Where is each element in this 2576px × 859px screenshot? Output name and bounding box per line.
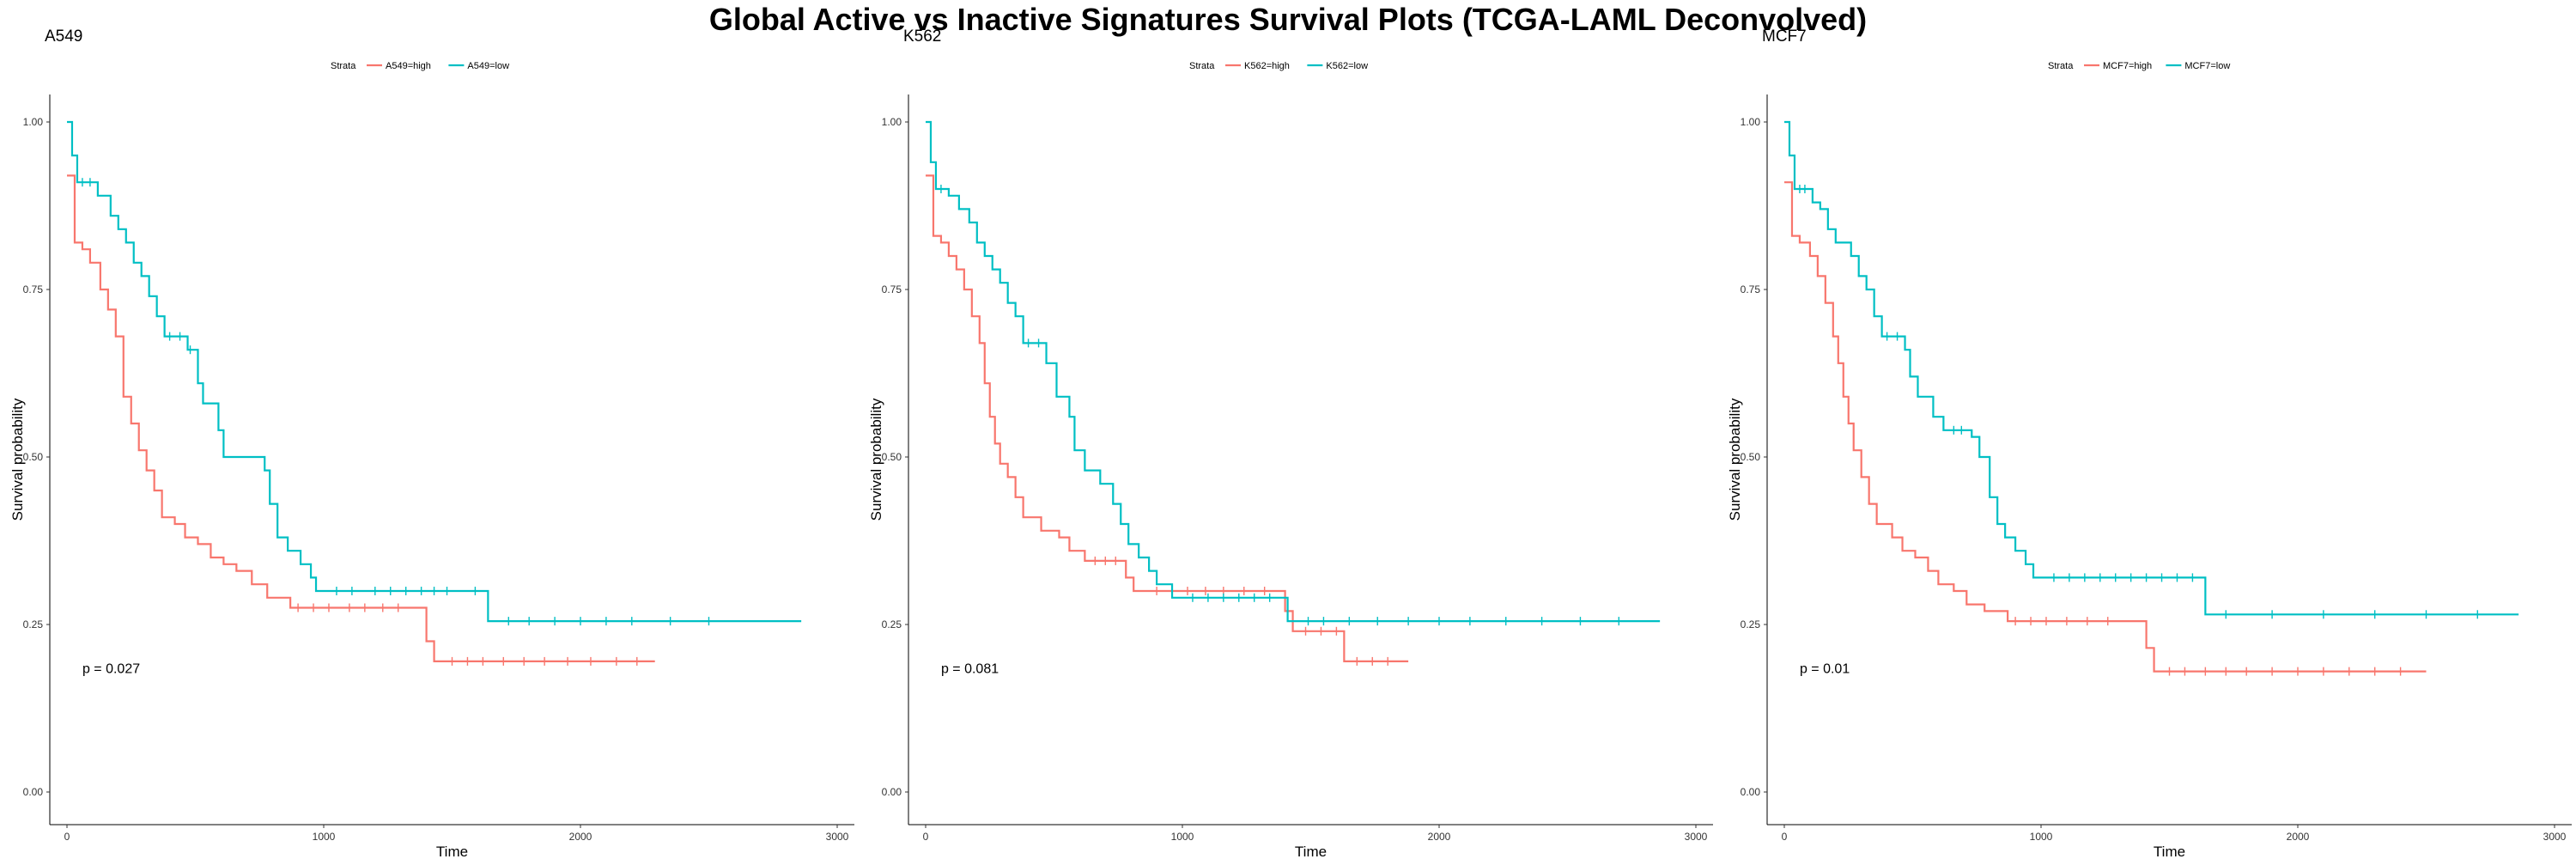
legend: Strata A549=high A549=low (331, 61, 509, 71)
legend-label: MCF7=high (2103, 61, 2152, 71)
survival-curve (1784, 181, 2427, 673)
y-tick-label: 0.50 (23, 451, 44, 463)
x-tick-label: 0 (1782, 831, 1788, 843)
y-tick-label: 0.75 (882, 283, 902, 295)
x-tick-label: 3000 (826, 831, 849, 843)
x-tick-label: 2000 (1428, 831, 1451, 843)
y-tick-label: 0.00 (882, 786, 902, 798)
y-tick-label: 0.50 (882, 451, 902, 463)
panel-mcf7: MCF7 Strata MCF7=high MCF7=low 0.00 0.25 0.50 0… (1727, 27, 2572, 859)
x-axis-label: Time (2154, 844, 2185, 859)
legend-title: Strata (1189, 61, 1215, 71)
survival-curve (67, 174, 655, 662)
y-tick-label: 1.00 (882, 116, 902, 128)
legend-label: A549=high (386, 61, 431, 71)
x-tick-label: 3000 (1685, 831, 1708, 843)
survival-curve (1784, 120, 2519, 616)
legend: Strata K562=high K562=low (1189, 61, 1368, 71)
legend-label: K562=high (1244, 61, 1290, 71)
y-tick-label: 0.25 (23, 618, 44, 631)
x-tick-label: 3000 (2543, 831, 2567, 843)
legend-title: Strata (331, 61, 356, 71)
x-tick-label: 1000 (313, 831, 336, 843)
x-axis-label: Time (436, 844, 468, 859)
y-tick-label: 0.75 (23, 283, 44, 295)
y-tick-label: 0.00 (23, 786, 44, 798)
x-tick-label: 0 (64, 831, 70, 843)
legend-label: MCF7=low (2184, 61, 2230, 71)
panel-title: A549 (45, 27, 82, 46)
y-axis-label: Survival probability (868, 398, 884, 521)
y-tick-label: 0.50 (1741, 451, 1761, 463)
x-tick-label: 1000 (2030, 831, 2053, 843)
y-axis-label: Survival probability (9, 398, 26, 521)
x-tick-label: 2000 (2287, 831, 2310, 843)
p-value: p = 0.01 (1800, 662, 1850, 677)
legend-title: Strata (2048, 61, 2074, 71)
p-value: p = 0.027 (82, 662, 140, 677)
survival-curve (926, 174, 1409, 662)
y-tick-label: 0.00 (1741, 786, 1761, 798)
panel-title: MCF7 (1762, 27, 1807, 46)
legend-label: K562=low (1326, 61, 1368, 71)
main-title: Global Active vs Inactive Signatures Sur… (708, 2, 1868, 37)
x-tick-label: 0 (923, 831, 929, 843)
x-tick-label: 2000 (569, 831, 592, 843)
panel-k562: K562 Strata K562=high K562=low 0.00 0.25 0.50 0… (868, 27, 1713, 859)
p-value: p = 0.081 (941, 662, 999, 677)
panel-a549: A549 Strata A549=high A549=low 0.00 0.25 0.50 0… (9, 27, 854, 859)
y-tick-label: 0.75 (1741, 283, 1761, 295)
y-tick-label: 1.00 (23, 116, 44, 128)
x-axis-label: Time (1295, 844, 1327, 859)
y-axis-label: Survival probability (1727, 398, 1743, 521)
survival-curve (67, 120, 802, 623)
survival-curve (926, 120, 1661, 623)
y-tick-label: 0.25 (882, 618, 902, 631)
y-tick-label: 1.00 (1741, 116, 1761, 128)
x-tick-label: 1000 (1171, 831, 1194, 843)
panel-title: K562 (903, 27, 941, 46)
legend-label: A549=low (467, 61, 509, 71)
y-tick-label: 0.25 (1741, 618, 1761, 631)
legend: Strata MCF7=high MCF7=low (2048, 61, 2230, 71)
